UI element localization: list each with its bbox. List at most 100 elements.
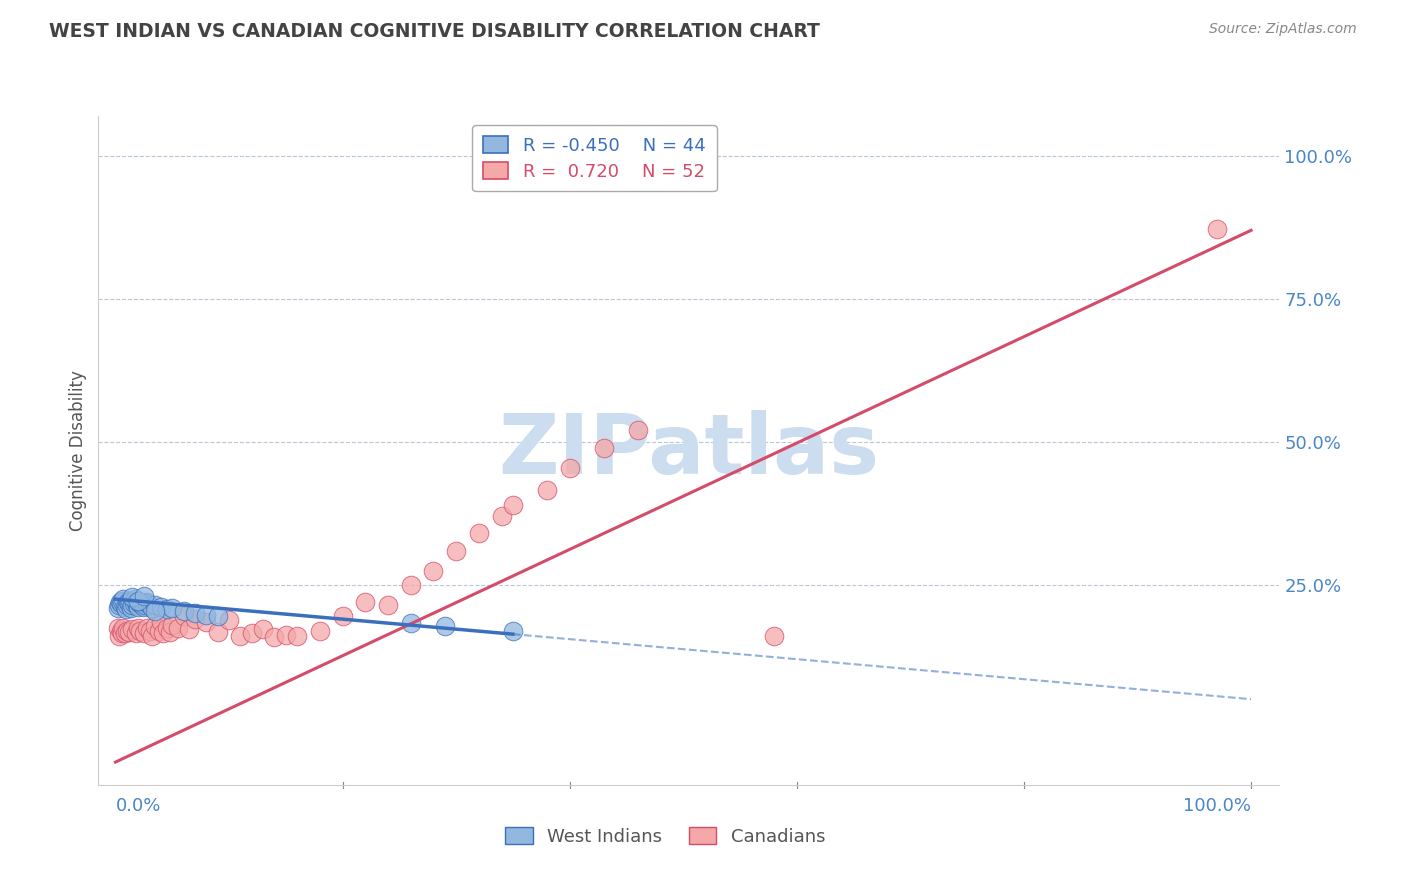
Text: Source: ZipAtlas.com: Source: ZipAtlas.com [1209, 22, 1357, 37]
Point [136, 596, 159, 610]
Point [433, 619, 456, 633]
Point [173, 609, 195, 624]
Point [422, 564, 444, 578]
Point [107, 621, 129, 635]
Point [129, 624, 152, 638]
Point [627, 424, 650, 438]
Point [763, 629, 786, 643]
Point [108, 629, 131, 643]
Point [112, 621, 135, 635]
Point [132, 596, 155, 610]
Point [184, 607, 207, 621]
Point [309, 624, 332, 638]
Point [536, 483, 558, 498]
Point [502, 624, 524, 638]
Point [138, 598, 160, 612]
Point [148, 624, 170, 638]
Point [121, 591, 143, 605]
Point [125, 595, 148, 609]
Point [134, 598, 156, 612]
Point [155, 602, 177, 616]
Point [240, 626, 263, 640]
Point [502, 498, 524, 512]
Point [108, 595, 131, 609]
Point [141, 600, 163, 615]
Point [131, 598, 153, 612]
Point [121, 623, 143, 637]
Point [173, 603, 195, 617]
Legend: West Indians, Canadians: West Indians, Canadians [498, 820, 832, 853]
Point [107, 600, 129, 615]
Point [132, 599, 155, 614]
Point [125, 598, 148, 612]
Point [468, 526, 491, 541]
Point [121, 598, 143, 612]
Point [124, 592, 146, 607]
Point [136, 621, 159, 635]
Point [399, 616, 422, 631]
Point [162, 618, 184, 632]
Text: 100.0%: 100.0% [1182, 797, 1251, 814]
Point [132, 626, 155, 640]
Point [138, 624, 160, 638]
Point [491, 509, 513, 524]
Point [143, 603, 166, 617]
Point [132, 589, 155, 603]
Point [159, 624, 181, 639]
Point [114, 599, 136, 614]
Point [120, 600, 142, 615]
Point [218, 613, 240, 627]
Point [399, 578, 422, 592]
Point [111, 626, 134, 640]
Point [110, 624, 132, 638]
Point [207, 624, 229, 639]
Point [110, 596, 132, 610]
Point [195, 615, 218, 629]
Point [120, 594, 142, 608]
Point [117, 595, 139, 609]
Point [115, 598, 138, 612]
Point [114, 626, 136, 640]
Point [143, 598, 166, 612]
Point [444, 543, 467, 558]
Point [118, 596, 141, 610]
Point [127, 621, 149, 635]
Point [252, 623, 274, 637]
Point [135, 595, 157, 609]
Point [128, 596, 150, 610]
Point [184, 612, 207, 626]
Point [332, 609, 354, 624]
Y-axis label: Cognitive Disability: Cognitive Disability [69, 370, 87, 531]
Point [1206, 222, 1229, 236]
Point [152, 626, 174, 640]
Point [285, 629, 308, 643]
Point [127, 599, 149, 614]
Text: WEST INDIAN VS CANADIAN COGNITIVE DISABILITY CORRELATION CHART: WEST INDIAN VS CANADIAN COGNITIVE DISABI… [49, 22, 820, 41]
Point [118, 624, 141, 639]
Point [129, 595, 152, 609]
Point [143, 619, 166, 633]
Point [377, 598, 399, 612]
Point [558, 460, 581, 475]
Point [167, 621, 190, 635]
Point [179, 623, 201, 637]
Point [114, 602, 136, 616]
Point [155, 621, 177, 635]
Text: ZIPatlas: ZIPatlas [499, 410, 879, 491]
Point [141, 629, 163, 643]
Point [207, 609, 229, 624]
Point [125, 626, 148, 640]
Point [354, 595, 377, 609]
Point [274, 628, 297, 642]
Point [108, 598, 131, 612]
Point [149, 615, 172, 629]
Point [162, 600, 184, 615]
Point [263, 631, 285, 645]
Point [111, 594, 134, 608]
Point [115, 624, 138, 638]
Point [592, 441, 614, 455]
Point [127, 594, 149, 608]
Point [122, 596, 145, 610]
Text: 0.0%: 0.0% [115, 797, 160, 814]
Point [112, 592, 135, 607]
